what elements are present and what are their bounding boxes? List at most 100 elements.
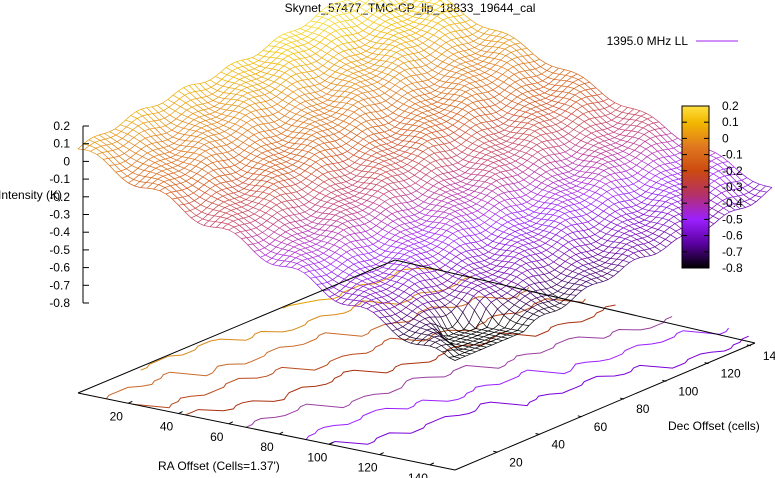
surface-mesh-lines	[282, 13, 413, 60]
surface-mesh-lines	[196, 108, 611, 216]
surface-mesh-lines	[101, 50, 500, 159]
surface-mesh-lines	[440, 316, 448, 330]
surface-mesh-lines	[127, 72, 578, 184]
surface-mesh-lines	[310, 0, 389, 24]
surface-mesh-lines	[261, 128, 650, 225]
surface-mesh-lines	[256, 145, 652, 241]
surface-mesh-lines	[279, 156, 729, 267]
surface-mesh-lines	[200, 53, 361, 97]
surface-mesh-lines	[417, 143, 664, 204]
surface-mesh-lines	[138, 65, 571, 177]
x-tick-mark	[278, 431, 284, 435]
surface-mesh-lines	[486, 316, 493, 328]
surface-mesh-lines	[488, 253, 629, 286]
surface-mesh-lines	[336, 185, 635, 269]
surface-mesh-lines	[343, 200, 419, 235]
surface-mesh-lines	[223, 113, 579, 203]
surface-mesh-lines	[197, 115, 643, 226]
surface-mesh-lines	[419, 284, 582, 325]
surface-mesh-lines	[103, 55, 501, 160]
surface-mesh-lines	[111, 47, 517, 149]
surface-mesh-lines	[397, 304, 510, 335]
surface-mesh-lines	[165, 82, 597, 200]
surface-mesh-lines	[172, 94, 551, 200]
surface-mesh-lines	[381, 186, 698, 265]
surface-mesh-lines	[343, 40, 492, 87]
surface-mesh-lines	[286, 18, 374, 51]
surface-mesh-lines	[461, 265, 607, 304]
surface-mesh-lines	[602, 164, 610, 169]
surface-mesh-lines	[375, 182, 732, 265]
surface-mesh-lines	[568, 177, 576, 181]
surface-mesh-lines	[437, 330, 453, 346]
surface-mesh-lines	[285, 136, 663, 233]
z-tick-label: -0.3	[49, 208, 70, 222]
surface-mesh-lines	[349, 7, 367, 14]
surface-mesh-lines	[374, 256, 526, 292]
surface-mesh-lines	[254, 138, 404, 181]
surface-mesh-lines	[364, 137, 685, 225]
surface-mesh-lines	[531, 299, 538, 305]
surface-mesh-lines	[268, 145, 629, 237]
surface-mesh-lines	[451, 239, 574, 269]
surface-mesh-lines	[314, 205, 576, 271]
surface-mesh-lines	[77, 37, 516, 150]
surface-mesh-lines	[316, 142, 594, 215]
surface-mesh-lines	[367, 170, 673, 247]
surface-mesh-lines	[252, 34, 452, 87]
surface-mesh-lines	[454, 137, 651, 179]
surface-mesh-lines	[190, 131, 557, 219]
surface-mesh-lines	[410, 305, 561, 346]
surface-mesh-lines	[120, 71, 526, 172]
surface-mesh-lines	[442, 160, 620, 209]
surface-mesh-lines	[273, 0, 442, 43]
surface-mesh-lines	[141, 24, 456, 110]
surface-mesh-lines	[136, 21, 472, 119]
surface-mesh-lines	[290, 261, 297, 264]
surface-mesh-lines	[394, 157, 717, 236]
surface-mesh-lines	[468, 310, 475, 323]
y-tick-label: 80	[636, 402, 650, 416]
surface-mesh-lines	[350, 152, 722, 249]
surface-mesh-lines	[460, 190, 727, 259]
surface-mesh-lines	[258, 150, 635, 244]
surface-mesh-lines	[292, 166, 615, 245]
z-tick-label: -0.8	[49, 296, 70, 310]
surface-mesh-lines	[234, 140, 588, 239]
surface-mesh-lines	[112, 47, 528, 151]
surface-mesh-lines	[349, 127, 666, 208]
surface-mesh-lines	[305, 25, 312, 28]
surface-mesh-lines	[303, 161, 735, 279]
y-tick-label: 40	[552, 438, 566, 452]
contour-line	[305, 327, 730, 440]
surface-mesh-lines	[341, 195, 756, 305]
surface-mesh-lines	[666, 242, 672, 248]
surface-mesh-lines	[424, 194, 751, 288]
surface-mesh-lines	[336, 0, 359, 8]
surface-mesh-lines	[326, 177, 726, 276]
surface-mesh-lines	[563, 188, 619, 208]
surface-mesh-lines	[412, 259, 635, 312]
surface-mesh-lines	[316, 137, 615, 218]
surface-mesh-lines	[187, 105, 583, 201]
surface-mesh-lines	[433, 287, 525, 308]
surface-mesh-lines	[373, 204, 752, 313]
surface-mesh-lines	[102, 45, 487, 153]
surface-mesh-lines	[538, 236, 545, 241]
surface-mesh-lines	[209, 118, 630, 228]
surface-mesh-lines	[457, 299, 560, 322]
surface-mesh-lines	[134, 77, 585, 188]
surface-mesh-lines	[506, 275, 592, 298]
surface-mesh-lines	[325, 243, 421, 268]
surface-mesh-lines	[146, 79, 567, 190]
surface-mesh-lines	[218, 113, 584, 206]
surface-mesh-lines	[346, 225, 629, 295]
surface-mesh-lines	[203, 180, 210, 186]
surface-mesh-lines	[282, 174, 290, 180]
surface-mesh-lines	[418, 270, 602, 319]
surface-mesh-lines	[529, 248, 657, 286]
surface-mesh-lines	[233, 129, 603, 232]
surface-mesh-lines	[401, 276, 586, 320]
surface-mesh-lines	[353, 176, 684, 265]
surface-mesh-lines	[243, 136, 564, 224]
